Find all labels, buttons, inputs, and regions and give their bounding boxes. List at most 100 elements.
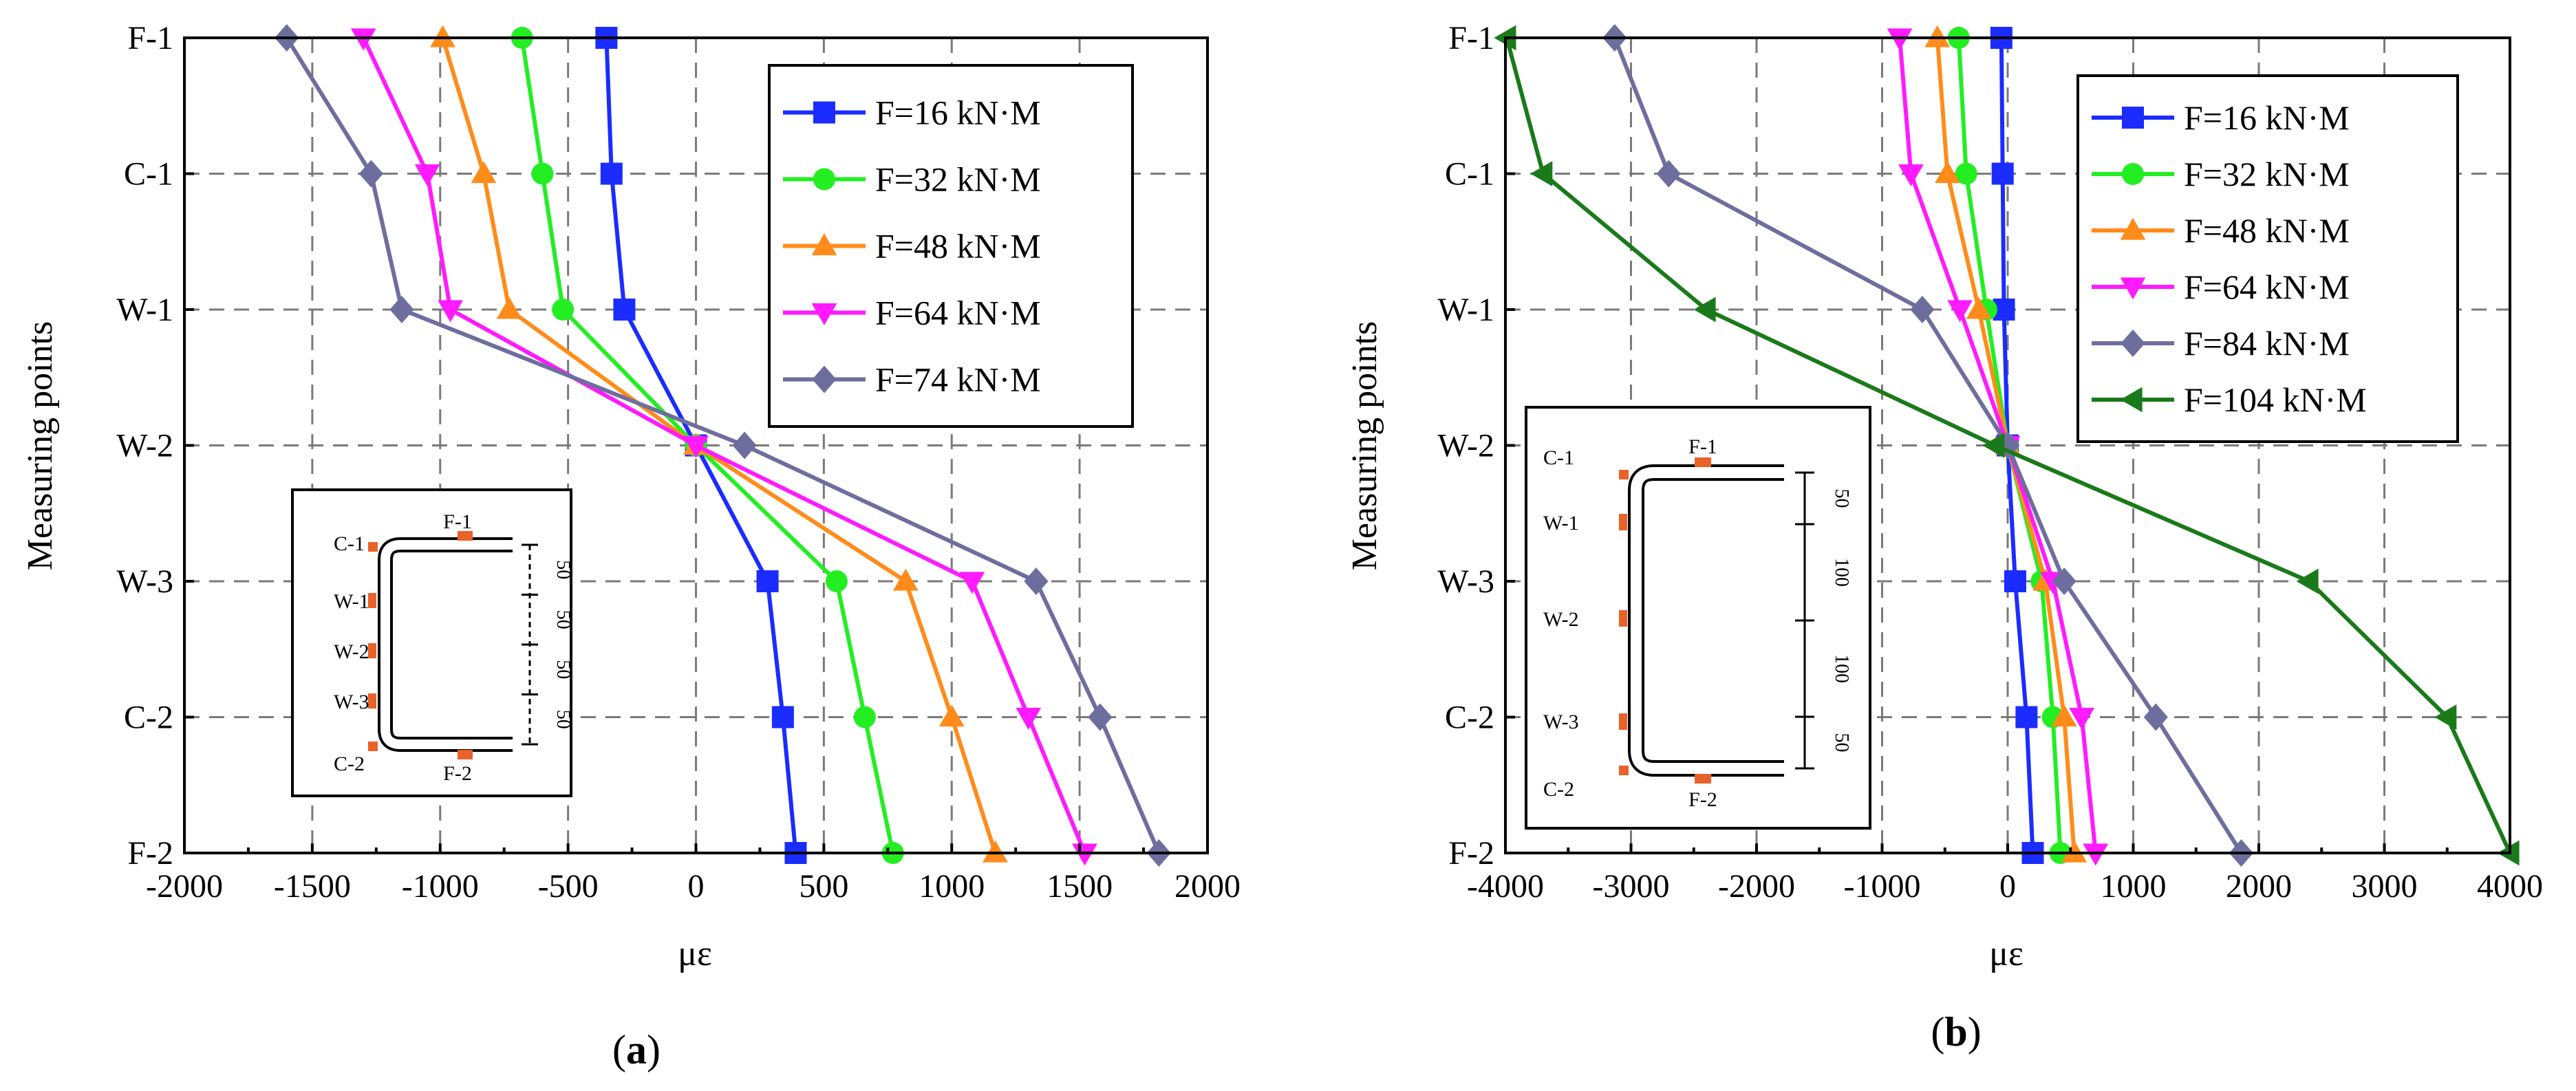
legend-label: F=32 kN·M	[875, 160, 1041, 199]
legend-marker	[2121, 330, 2145, 357]
panel-label-open: (	[1931, 1009, 1944, 1055]
y-tick-label: W-2	[1437, 428, 1494, 464]
data-point	[2004, 570, 2026, 592]
strain-gauge	[368, 593, 376, 608]
gauge-label: W-1	[1543, 512, 1579, 534]
y-tick-label: C-2	[124, 700, 173, 736]
data-point	[1935, 161, 1960, 184]
axis-ticks: -4000 -3000 -2000 -1000 0 1000 2000 3000 4000 F-1…	[1437, 20, 2543, 905]
legend-label: F=16 kN·M	[875, 94, 1041, 132]
data-point	[496, 296, 522, 319]
x-tick-label: -2000	[1718, 868, 1795, 905]
y-tick-label: F-2	[1448, 835, 1494, 872]
dimension-label: 50	[1831, 733, 1852, 753]
dimension-label: 50	[1831, 489, 1852, 508]
y-tick-label: F-1	[127, 20, 173, 56]
panel-label-close: )	[1968, 1009, 1982, 1055]
x-tick-label: -4000	[1467, 868, 1544, 905]
series-group	[275, 24, 1171, 867]
data-point	[1910, 296, 1935, 323]
dimension-label: 50	[552, 660, 574, 679]
data-point	[1530, 161, 1553, 186]
strain-gauge	[1619, 470, 1629, 479]
data-point	[613, 299, 636, 321]
data-point	[1072, 843, 1097, 866]
legend-label: F=74 kN·M	[875, 360, 1041, 399]
gauge-label: F-1	[1688, 435, 1717, 458]
gauge-label: C-2	[1543, 778, 1574, 801]
x-tick-label: -3000	[1593, 868, 1670, 905]
y-tick-label: W-3	[116, 563, 173, 600]
gauge-label: W-1	[334, 590, 369, 613]
data-point	[825, 570, 848, 592]
data-point	[2052, 568, 2076, 595]
x-tick-label: 500	[799, 868, 848, 905]
gauge-label: W-3	[334, 691, 369, 713]
series-f-74-kn-m	[275, 24, 1171, 867]
data-point	[2015, 706, 2038, 728]
channel-section-inner	[380, 540, 513, 749]
y-tick-label: C-1	[124, 156, 173, 193]
channel-section-inner	[1631, 467, 1784, 774]
data-point	[552, 299, 575, 321]
data-point	[938, 704, 965, 727]
x-tick-label: 2000	[1174, 868, 1241, 905]
gauge-label: C-2	[334, 753, 365, 775]
legend-marker	[811, 303, 837, 325]
gauge-label: C-1	[334, 532, 365, 555]
legend-marker	[2120, 277, 2146, 300]
legend: F=16 kN·M F=32 kN·M F=48 kN·M F=64 kN·M F=84…	[2076, 74, 2459, 443]
strain-gauge	[1619, 713, 1627, 730]
x-tick-label: 1000	[919, 868, 985, 905]
legend-marker	[812, 365, 837, 393]
data-point	[600, 162, 623, 185]
y-tick-label: W-1	[116, 292, 173, 328]
legend-marker	[2120, 387, 2143, 413]
x-axis-label: με	[1989, 934, 2024, 973]
legend-marker	[2120, 217, 2146, 240]
x-tick-label: 0	[688, 868, 705, 905]
data-point	[732, 431, 757, 460]
dimension-label: 100	[1831, 654, 1852, 683]
strain-gauge	[1695, 774, 1711, 784]
data-point	[2061, 840, 2087, 863]
data-point	[2434, 704, 2457, 730]
legend-label: F=104 kN·M	[2184, 380, 2367, 419]
data-point	[389, 296, 414, 323]
axis-ticks: -2000 -1500 -1000 -500 0 500 1000 1500 2000 F-1 C-…	[116, 20, 1241, 905]
strain-gauge	[368, 742, 378, 751]
data-point	[531, 162, 554, 185]
y-tick-label: W-3	[1437, 563, 1494, 600]
panel-label-open: (	[612, 1027, 626, 1072]
x-tick-label: -2000	[146, 868, 223, 905]
strain-gauge	[368, 542, 378, 552]
chart-panel-b: -4000 -3000 -2000 -1000 0 1000 2000 3000 4000 F-1…	[1345, 20, 2543, 1055]
chart-panel-a: -2000 -1500 -1000 -500 0 500 1000 1500 2000 F-1 C-…	[21, 20, 1241, 1072]
data-point	[358, 160, 383, 188]
data-point	[2069, 707, 2095, 730]
y-tick-label: C-2	[1445, 700, 1494, 736]
strain-gauge	[1619, 610, 1627, 627]
dimension-label: 50	[552, 710, 574, 729]
dimension-label: 100	[1831, 558, 1852, 587]
panel-label-letter: b	[1944, 1009, 1967, 1055]
x-axis-label: με	[678, 934, 712, 973]
legend-label: F=32 kN·M	[2184, 155, 2350, 193]
data-point	[2083, 843, 2109, 866]
panel-label-letter: a	[626, 1027, 647, 1072]
section-inset: F-1 C-1 W-1 W-2 W-3 C-2 F-2 50 100 100 50	[1525, 406, 1871, 830]
x-tick-label: -1000	[1844, 868, 1921, 905]
panel-label-close: )	[647, 1027, 661, 1072]
data-point	[853, 706, 876, 728]
panel-label: (a)	[612, 1027, 661, 1072]
data-point	[2296, 568, 2319, 594]
data-point	[430, 25, 455, 47]
strain-gauge	[1619, 514, 1627, 530]
strain-gauge	[1619, 766, 1629, 775]
legend-label: F=64 kN·M	[875, 294, 1041, 332]
data-point	[1024, 568, 1049, 595]
gauge-label: C-1	[1543, 446, 1574, 469]
y-axis-label: Measuring points	[21, 321, 60, 571]
data-point	[983, 840, 1008, 863]
y-tick-label: C-1	[1445, 156, 1494, 193]
